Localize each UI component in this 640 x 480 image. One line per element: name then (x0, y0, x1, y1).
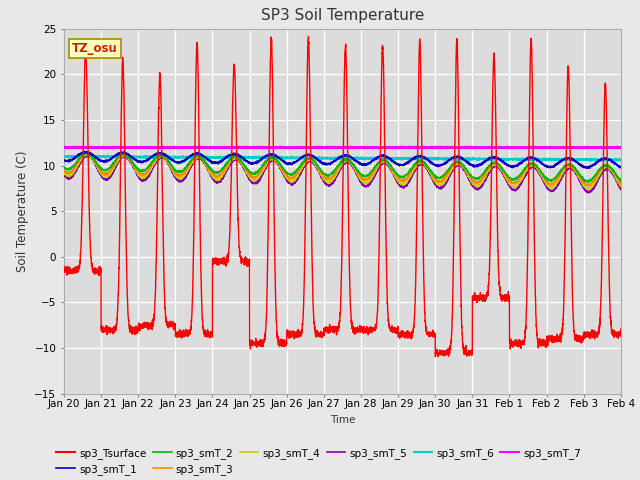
Legend: sp3_Tsurface, sp3_smT_1, sp3_smT_2, sp3_smT_3, sp3_smT_4, sp3_smT_5, sp3_smT_6, : sp3_Tsurface, sp3_smT_1, sp3_smT_2, sp3_… (56, 448, 581, 475)
Title: SP3 Soil Temperature: SP3 Soil Temperature (260, 9, 424, 24)
Text: TZ_osu: TZ_osu (72, 42, 118, 55)
X-axis label: Time: Time (330, 415, 355, 425)
Y-axis label: Soil Temperature (C): Soil Temperature (C) (16, 150, 29, 272)
